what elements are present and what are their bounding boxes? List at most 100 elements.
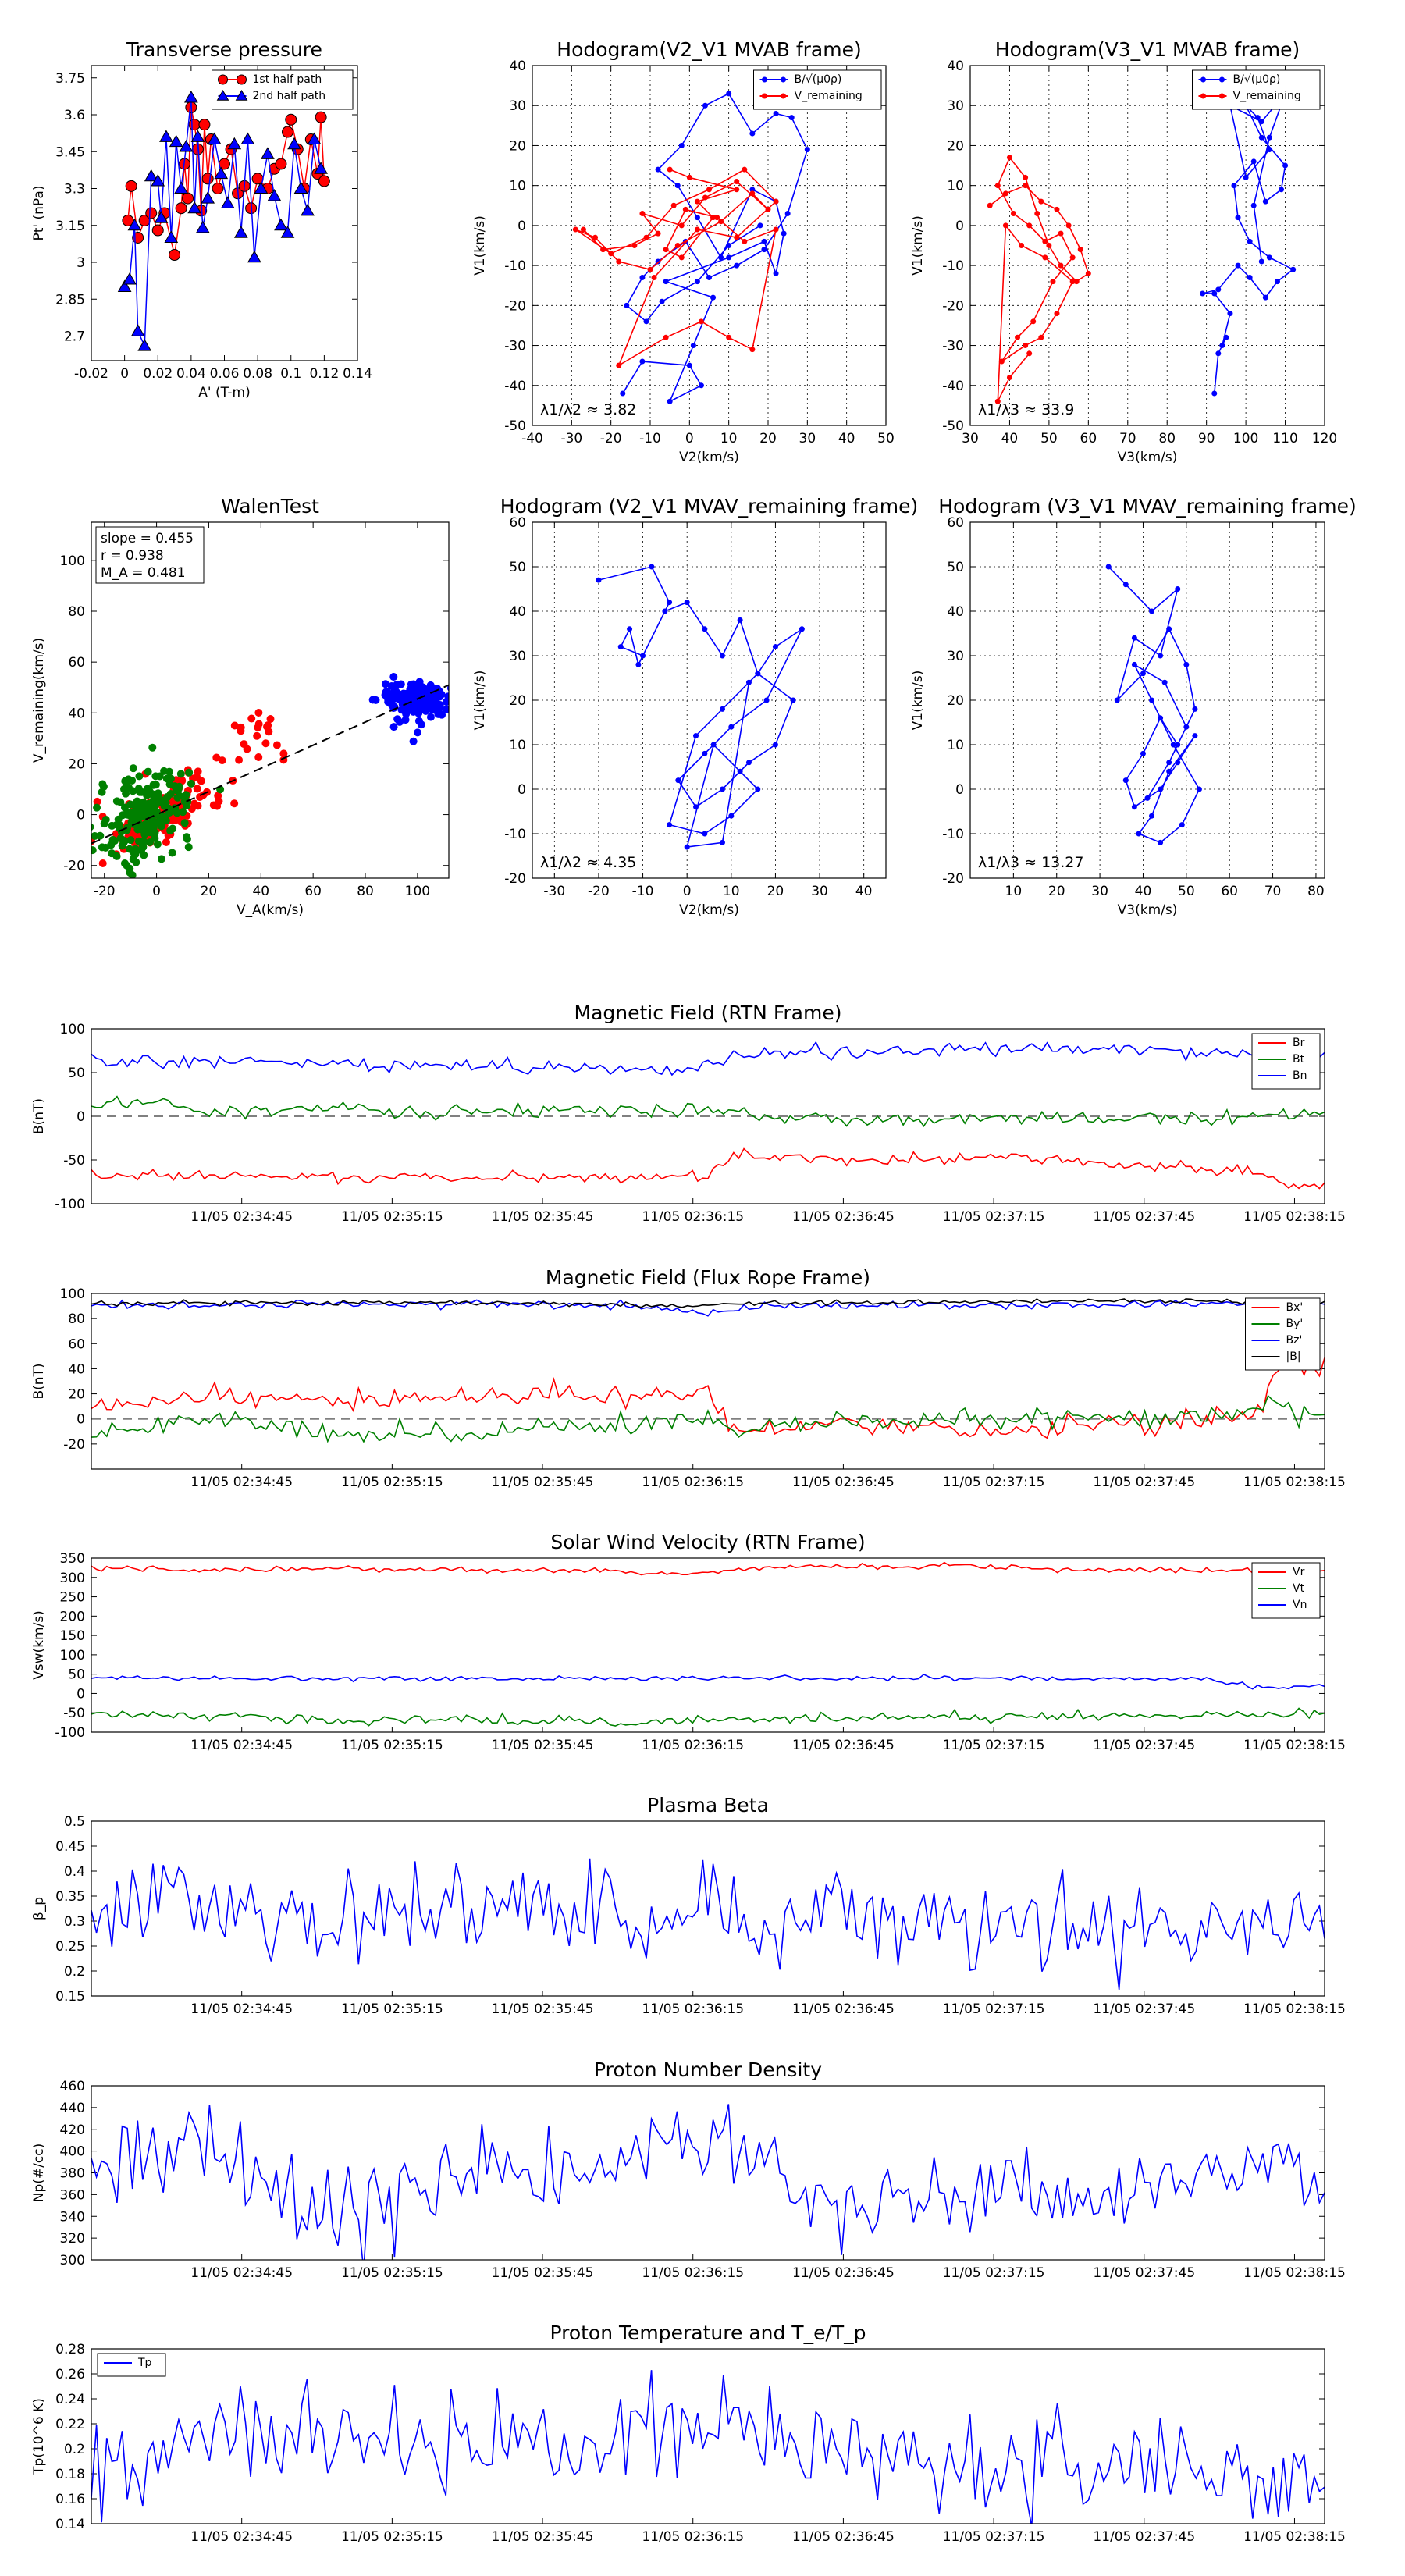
- y-tick-label: 460: [60, 2079, 85, 2094]
- data-point: [201, 191, 215, 204]
- legend-label: Bz': [1286, 1334, 1303, 1347]
- time-tick-label: 11/05 02:34:45: [190, 2001, 293, 2017]
- plot-area: [987, 91, 1297, 404]
- y-tick-label: 3.3: [64, 182, 85, 197]
- eigen-ratio-label: λ1/λ3 ≈ 13.27: [978, 854, 1083, 871]
- data-point: [994, 183, 1001, 189]
- x-tick-label: 10: [720, 431, 738, 447]
- data-point: [1085, 270, 1091, 276]
- time-tick-label: 11/05 02:36:45: [792, 1738, 895, 1753]
- x-tick-label: 20: [201, 884, 218, 899]
- scatter-point: [397, 680, 405, 688]
- data-point: [749, 187, 756, 193]
- scatter-point: [265, 728, 273, 736]
- chart-title: Proton Temperature and T_e/T_p: [550, 2322, 866, 2344]
- data-point: [1258, 134, 1264, 141]
- series-line-1: [989, 156, 1090, 402]
- data-point: [1006, 375, 1012, 381]
- plot-frame: [969, 521, 1325, 879]
- time-tick-label: 11/05 02:37:15: [943, 1475, 1045, 1490]
- data-point: [1192, 733, 1198, 739]
- scatter-point: [182, 791, 190, 799]
- scatter-point: [396, 717, 404, 726]
- y-tick-label: 100: [60, 553, 85, 569]
- y-tick-label: 0: [76, 1109, 85, 1125]
- y-tick-label: 0.14: [55, 2517, 85, 2532]
- panel-h21: Hodogram(V2_V1 MVAB frame) -40 -30 -20 -10 0 1…: [472, 38, 895, 465]
- data-point: [678, 254, 685, 261]
- data-point: [631, 243, 638, 248]
- data-point: [702, 194, 708, 201]
- y-tick-label: 20: [947, 138, 964, 154]
- data-point: [1042, 254, 1048, 261]
- data-point: [1058, 262, 1064, 269]
- data-point: [274, 218, 288, 231]
- y-tick-label: 250: [60, 1590, 85, 1606]
- scatter-point: [454, 713, 461, 720]
- data-point: [1010, 211, 1016, 217]
- scatter-point: [176, 792, 184, 800]
- y-tick-label: 0.28: [55, 2342, 85, 2357]
- legend-label: Tp: [137, 2357, 152, 2369]
- scatter-point: [414, 728, 422, 737]
- data-point: [719, 706, 725, 712]
- scatter-point: [151, 781, 160, 789]
- y-tick-label: 0.15: [55, 1989, 85, 2005]
- eigen-ratio-label: λ1/λ3 ≈ 33.9: [978, 401, 1074, 418]
- y-tick-label: 0.2: [64, 1964, 85, 1980]
- y-tick-label: 100: [60, 1286, 85, 1302]
- data-point: [726, 254, 732, 261]
- y-tick-label: 3: [76, 255, 85, 271]
- y-tick-label: 100: [60, 1648, 85, 1663]
- scatter-point: [116, 834, 125, 842]
- y-axis-label: B(nT): [31, 1098, 47, 1134]
- data-point: [1073, 279, 1080, 285]
- data-point: [784, 211, 791, 217]
- data-point: [804, 147, 810, 153]
- scatter-point: [122, 810, 130, 819]
- y-tick-label: 30: [509, 98, 526, 114]
- scatter-point: [443, 705, 449, 713]
- data-point: [1250, 202, 1257, 208]
- plot-frame: [91, 1028, 1325, 1204]
- data-point: [1158, 715, 1164, 721]
- data-point: [765, 206, 771, 212]
- scatter-point: [162, 798, 170, 806]
- time-tick-label: 11/05 02:38:15: [1243, 1475, 1346, 1490]
- legend: B/√(μ0ρ) V_remaining: [1192, 69, 1321, 110]
- y-tick-label: 20: [68, 1387, 85, 1403]
- data-point: [1290, 266, 1297, 272]
- data-point: [663, 247, 669, 253]
- time-tick-label: 11/05 02:38:15: [1243, 1738, 1346, 1753]
- plot-area: [117, 90, 330, 351]
- scatter-point: [174, 785, 183, 793]
- data-point: [1069, 279, 1076, 285]
- data-point: [1175, 742, 1181, 748]
- scatter-point: [389, 723, 398, 731]
- time-tick-label: 11/05 02:36:15: [642, 1209, 744, 1225]
- data-point: [280, 226, 295, 238]
- data-point: [662, 608, 668, 614]
- y-tick-label: 0.24: [55, 2392, 85, 2407]
- chart-title: Proton Number Density: [594, 2058, 822, 2081]
- y-tick-label: 40: [509, 59, 526, 74]
- data-point: [710, 294, 717, 301]
- plot-frame: [532, 521, 887, 879]
- legend-label: 1st half path: [253, 73, 322, 86]
- x-tick-label: 0: [120, 366, 129, 382]
- y-tick-label: 0: [518, 782, 526, 798]
- chart-title: Hodogram(V3_V1 MVAB frame): [995, 38, 1300, 61]
- plot-area: [91, 1561, 1325, 1727]
- time-tick-label: 11/05 02:37:45: [1093, 2529, 1195, 2545]
- scatter-point: [455, 705, 463, 713]
- y-tick-label: 20: [947, 693, 964, 709]
- scatter-point: [387, 681, 396, 690]
- data-point: [624, 302, 630, 308]
- data-point: [1179, 822, 1185, 828]
- data-point: [1192, 706, 1198, 712]
- plot-frame: [91, 65, 358, 361]
- x-tick-label: 20: [767, 884, 784, 899]
- time-tick-label: 11/05 02:37:15: [943, 1209, 1045, 1225]
- data-point: [1166, 768, 1172, 774]
- data-point: [1026, 222, 1033, 229]
